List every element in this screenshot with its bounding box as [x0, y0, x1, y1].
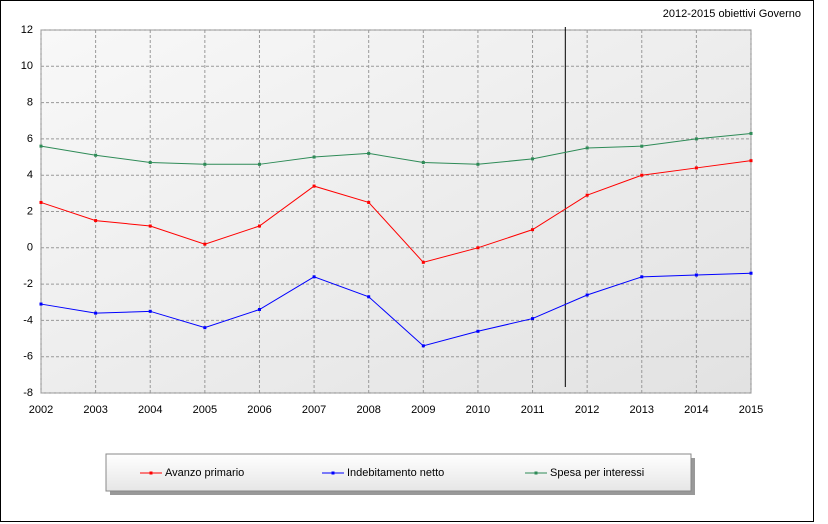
x-tick-label: 2005	[193, 404, 217, 416]
data-point	[203, 162, 207, 166]
y-tick-label: 4	[27, 169, 33, 181]
legend-marker	[534, 471, 538, 475]
data-point	[94, 311, 98, 315]
data-point	[749, 131, 753, 135]
series-line	[40, 160, 752, 263]
x-tick-label: 2013	[630, 404, 654, 416]
data-point	[694, 166, 698, 170]
x-tick-label: 2007	[302, 404, 326, 416]
data-point	[749, 159, 753, 163]
data-point	[694, 273, 698, 277]
y-tick-label: -6	[23, 351, 33, 363]
data-point	[312, 275, 316, 279]
y-tick-label: -8	[23, 387, 33, 399]
data-point	[39, 200, 43, 204]
x-tick-label: 2003	[83, 404, 107, 416]
y-tick-label: 2	[27, 205, 33, 217]
x-tick-label: 2009	[411, 404, 435, 416]
data-point	[421, 260, 425, 264]
data-point	[312, 184, 316, 188]
x-tick-label: 2015	[739, 404, 763, 416]
data-point	[640, 275, 644, 279]
annotation: 2012-2015 obiettivi Governo	[663, 8, 801, 20]
data-point	[94, 153, 98, 157]
data-point	[39, 302, 43, 306]
legend	[105, 453, 692, 492]
data-point	[367, 200, 371, 204]
x-tick-label: 2008	[356, 404, 380, 416]
data-point	[476, 329, 480, 333]
x-tick-label: 2002	[29, 404, 53, 416]
data-point	[421, 160, 425, 164]
data-point	[312, 155, 316, 159]
data-point	[203, 242, 207, 246]
y-tick-label: -4	[23, 314, 33, 326]
x-tick-label: 2012	[575, 404, 599, 416]
data-point	[476, 162, 480, 166]
data-point	[640, 144, 644, 148]
data-point	[257, 224, 261, 228]
data-point	[94, 219, 98, 223]
data-point	[257, 308, 261, 312]
y-tick-label: 8	[27, 97, 33, 109]
data-point	[203, 326, 207, 330]
data-point	[531, 157, 535, 161]
data-point	[367, 151, 371, 155]
data-point	[585, 146, 589, 150]
x-tick-label: 2004	[138, 404, 162, 416]
data-point	[148, 160, 152, 164]
data-point	[749, 271, 753, 275]
x-tick-label: 2006	[247, 404, 271, 416]
data-point	[39, 144, 43, 148]
y-tick-label: 6	[27, 133, 33, 145]
data-point	[585, 193, 589, 197]
data-point	[476, 246, 480, 250]
series-line	[40, 132, 752, 165]
x-tick-label: 2010	[466, 404, 490, 416]
data-point	[585, 293, 589, 297]
data-point	[531, 317, 535, 321]
legend-label: Spesa per interessi	[550, 467, 644, 479]
data-point	[421, 344, 425, 348]
legend-marker	[149, 471, 153, 475]
x-tick-label: 2011	[521, 404, 545, 416]
legend-label: Avanzo primario	[165, 467, 244, 479]
y-tick-label: -2	[23, 278, 33, 290]
y-tick-label: 12	[21, 24, 33, 36]
data-point	[367, 295, 371, 299]
data-point	[148, 224, 152, 228]
data-point	[257, 162, 261, 166]
data-point	[148, 309, 152, 313]
data-point	[694, 137, 698, 141]
data-point	[640, 173, 644, 177]
legend-label: Indebitamento netto	[347, 467, 444, 479]
series-line	[40, 272, 752, 347]
legend-marker	[331, 471, 335, 475]
y-tick-label: 0	[27, 242, 33, 254]
data-point	[531, 228, 535, 232]
x-tick-label: 2014	[684, 404, 708, 416]
y-tick-label: 10	[21, 60, 33, 72]
